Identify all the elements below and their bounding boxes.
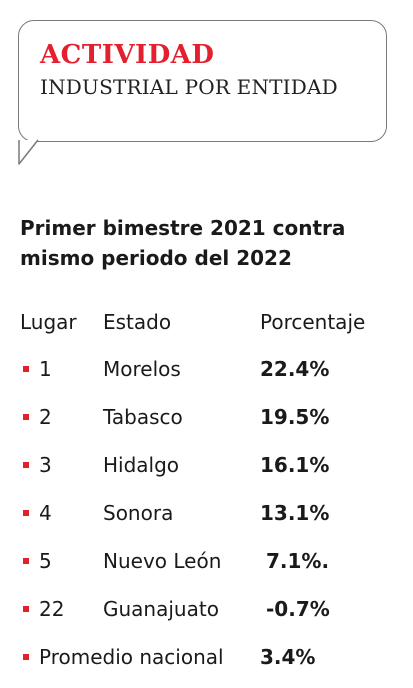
page-title: ACTIVIDAD — [40, 40, 215, 70]
column-header-estado: Estado — [103, 310, 172, 334]
bullet-marker — [23, 606, 29, 612]
row-rank: 3 — [39, 453, 52, 477]
row-state: Hidalgo — [103, 453, 180, 477]
bullet-marker — [23, 654, 29, 660]
table-row: 5 Nuevo León 7.1%. — [0, 546, 413, 576]
row-percentage: -0.7% — [266, 597, 330, 621]
bullet-marker — [23, 462, 29, 468]
page-subtitle: INDUSTRIAL POR ENTIDAD — [40, 75, 338, 99]
column-header-lugar: Lugar — [20, 310, 77, 334]
column-header-porcentaje: Porcentaje — [260, 310, 366, 334]
row-state: Morelos — [103, 357, 181, 381]
bullet-marker — [23, 414, 29, 420]
row-state: Nuevo León — [103, 549, 222, 573]
table-row: 1 Morelos 22.4% — [0, 354, 413, 384]
table-row: 4 Sonora 13.1% — [0, 498, 413, 528]
table-row: 22 Guanajuato -0.7% — [0, 594, 413, 624]
row-rank: 4 — [39, 501, 52, 525]
title-bubble — [18, 20, 387, 142]
average-percentage: 3.4% — [260, 645, 316, 669]
table-row: 2 Tabasco 19.5% — [0, 402, 413, 432]
bullet-marker — [23, 558, 29, 564]
row-state: Guanajuato — [103, 597, 219, 621]
row-percentage: 13.1% — [260, 501, 330, 525]
bullet-marker — [23, 366, 29, 372]
row-rank: 22 — [39, 597, 65, 621]
average-row: Promedio nacional 3.4% — [0, 642, 413, 672]
row-percentage: 7.1%. — [266, 549, 330, 573]
row-percentage: 22.4% — [260, 357, 330, 381]
bullet-marker — [23, 510, 29, 516]
row-rank: 2 — [39, 405, 52, 429]
row-percentage: 19.5% — [260, 405, 330, 429]
row-rank: 5 — [39, 549, 52, 573]
row-state: Sonora — [103, 501, 174, 525]
average-label: Promedio nacional — [39, 645, 224, 669]
period-heading: Primer bimestre 2021 contra mismo period… — [20, 216, 346, 270]
row-percentage: 16.1% — [260, 453, 330, 477]
speech-bubble-tail — [18, 139, 39, 165]
row-state: Tabasco — [103, 405, 183, 429]
table-row: 3 Hidalgo 16.1% — [0, 450, 413, 480]
row-rank: 1 — [39, 357, 52, 381]
